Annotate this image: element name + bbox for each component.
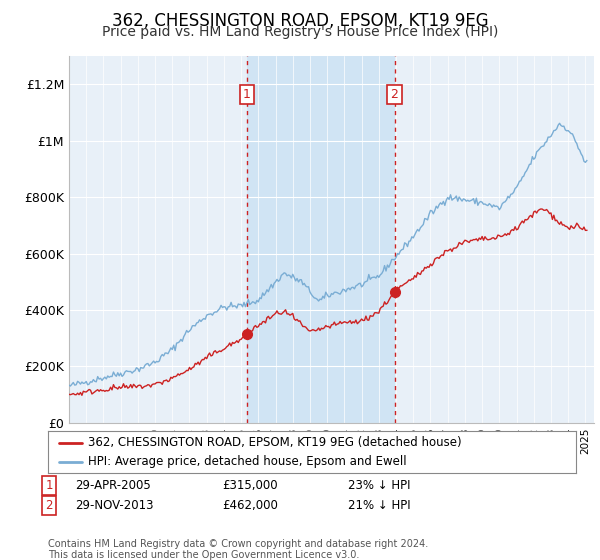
Text: Price paid vs. HM Land Registry's House Price Index (HPI): Price paid vs. HM Land Registry's House … bbox=[102, 25, 498, 39]
Text: 2: 2 bbox=[46, 498, 53, 512]
Text: 23% ↓ HPI: 23% ↓ HPI bbox=[348, 479, 410, 492]
Text: 29-APR-2005: 29-APR-2005 bbox=[75, 479, 151, 492]
Text: £462,000: £462,000 bbox=[222, 498, 278, 512]
Text: 1: 1 bbox=[243, 88, 251, 101]
Text: HPI: Average price, detached house, Epsom and Ewell: HPI: Average price, detached house, Epso… bbox=[88, 455, 406, 468]
Text: 362, CHESSINGTON ROAD, EPSOM, KT19 9EG: 362, CHESSINGTON ROAD, EPSOM, KT19 9EG bbox=[112, 12, 488, 30]
Text: 21% ↓ HPI: 21% ↓ HPI bbox=[348, 498, 410, 512]
Bar bbox=[247, 56, 395, 423]
Text: 362, CHESSINGTON ROAD, EPSOM, KT19 9EG (detached house): 362, CHESSINGTON ROAD, EPSOM, KT19 9EG (… bbox=[88, 436, 461, 449]
Text: Contains HM Land Registry data © Crown copyright and database right 2024.
This d: Contains HM Land Registry data © Crown c… bbox=[48, 539, 428, 560]
Text: 1: 1 bbox=[46, 479, 53, 492]
Text: £315,000: £315,000 bbox=[222, 479, 278, 492]
Text: 29-NOV-2013: 29-NOV-2013 bbox=[75, 498, 154, 512]
Text: 2: 2 bbox=[391, 88, 398, 101]
